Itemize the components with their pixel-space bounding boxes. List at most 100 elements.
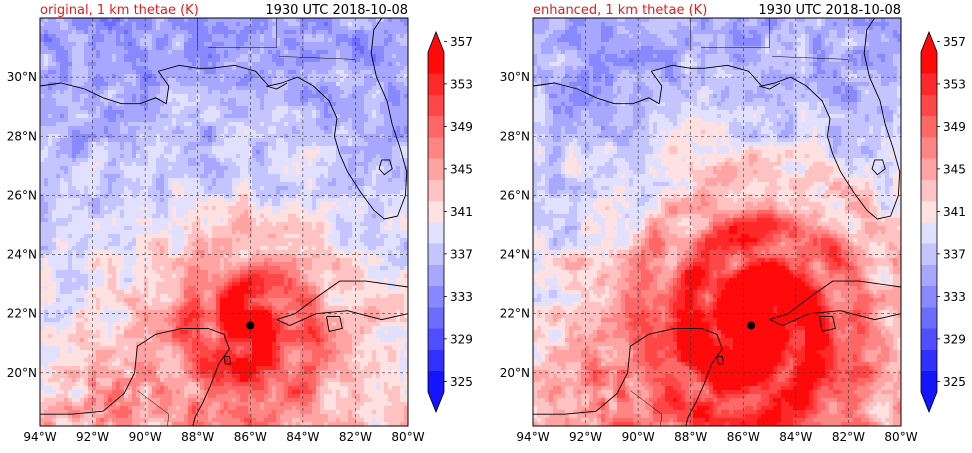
thetae-cell (312, 218, 316, 222)
thetae-cell (320, 74, 324, 78)
thetae-cell (168, 82, 172, 86)
thetae-cell (328, 118, 332, 122)
thetae-cell (124, 114, 128, 118)
thetae-cell (264, 54, 268, 58)
thetae-cell (84, 26, 88, 30)
thetae-cell (72, 214, 76, 218)
thetae-cell (380, 174, 384, 178)
thetae-cell (132, 46, 136, 50)
thetae-cell (60, 214, 64, 218)
thetae-cell (188, 186, 192, 190)
thetae-cell (164, 186, 168, 190)
thetae-cell (340, 62, 344, 66)
thetae-cell (284, 106, 288, 110)
thetae-cell (168, 126, 172, 130)
thetae-cell (332, 166, 336, 170)
thetae-cell (328, 86, 332, 90)
thetae-cell (320, 170, 324, 174)
thetae-cell (172, 186, 176, 190)
thetae-cell (332, 230, 336, 234)
thetae-cell (384, 182, 388, 186)
thetae-cell (316, 90, 320, 94)
thetae-cell (124, 90, 128, 94)
thetae-cell (192, 142, 196, 146)
thetae-cell (52, 162, 56, 166)
thetae-cell (292, 130, 296, 134)
thetae-cell (140, 162, 144, 166)
thetae-cell (68, 210, 72, 214)
thetae-cell (44, 214, 48, 218)
thetae-cell (76, 118, 80, 122)
thetae-cell (396, 190, 400, 194)
thetae-cell (224, 178, 228, 182)
thetae-cell (48, 42, 52, 46)
thetae-cell (92, 230, 96, 234)
thetae-cell (168, 106, 172, 110)
thetae-cell (360, 158, 364, 162)
thetae-cell (72, 114, 76, 118)
thetae-cell (316, 118, 320, 122)
thetae-cell (188, 182, 192, 186)
thetae-cell (184, 58, 188, 62)
thetae-cell (64, 222, 68, 226)
thetae-cell (368, 90, 372, 94)
thetae-cell (168, 26, 172, 30)
thetae-cell (344, 222, 348, 226)
thetae-cell (276, 166, 280, 170)
thetae-cell (252, 154, 256, 158)
thetae-cell (80, 210, 84, 214)
thetae-cell (168, 62, 172, 66)
thetae-cell (152, 226, 156, 230)
thetae-cell (56, 98, 60, 102)
thetae-cell (392, 222, 396, 226)
thetae-cell (148, 94, 152, 98)
thetae-cell (356, 226, 360, 230)
thetae-cell (224, 174, 228, 178)
thetae-cell (80, 34, 84, 38)
thetae-cell (80, 22, 84, 26)
thetae-cell (364, 194, 368, 198)
thetae-cell (272, 30, 276, 34)
thetae-cell (404, 226, 408, 230)
thetae-cell (68, 26, 72, 30)
thetae-cell (60, 130, 64, 134)
thetae-cell (92, 18, 96, 22)
thetae-cell (256, 26, 260, 30)
thetae-cell (100, 62, 104, 66)
thetae-cell (96, 94, 100, 98)
thetae-cell (400, 178, 404, 182)
thetae-cell (184, 126, 188, 130)
thetae-cell (308, 222, 312, 226)
thetae-cell (116, 74, 120, 78)
thetae-cell (200, 94, 204, 98)
thetae-cell (200, 46, 204, 50)
thetae-cell (168, 86, 172, 90)
thetae-cell (228, 54, 232, 58)
thetae-cell (64, 38, 68, 42)
thetae-cell (60, 54, 64, 58)
thetae-cell (284, 210, 288, 214)
thetae-cell (192, 98, 196, 102)
thetae-cell (220, 66, 224, 70)
thetae-cell (188, 94, 192, 98)
thetae-cell (336, 158, 340, 162)
thetae-cell (40, 226, 44, 230)
thetae-cell (68, 106, 72, 110)
thetae-cell (348, 134, 352, 138)
thetae-cell (52, 170, 56, 174)
thetae-cell (256, 58, 260, 62)
thetae-cell (108, 170, 112, 174)
thetae-cell (392, 158, 396, 162)
thetae-cell (176, 194, 180, 198)
thetae-cell (392, 146, 396, 150)
thetae-cell (232, 222, 236, 226)
thetae-cell (380, 214, 384, 218)
thetae-cell (180, 198, 184, 202)
thetae-cell (164, 230, 168, 234)
thetae-cell (132, 98, 136, 102)
thetae-cell (144, 90, 148, 94)
thetae-cell (180, 114, 184, 118)
thetae-cell (200, 70, 204, 74)
thetae-cell (320, 102, 324, 106)
thetae-cell (292, 74, 296, 78)
